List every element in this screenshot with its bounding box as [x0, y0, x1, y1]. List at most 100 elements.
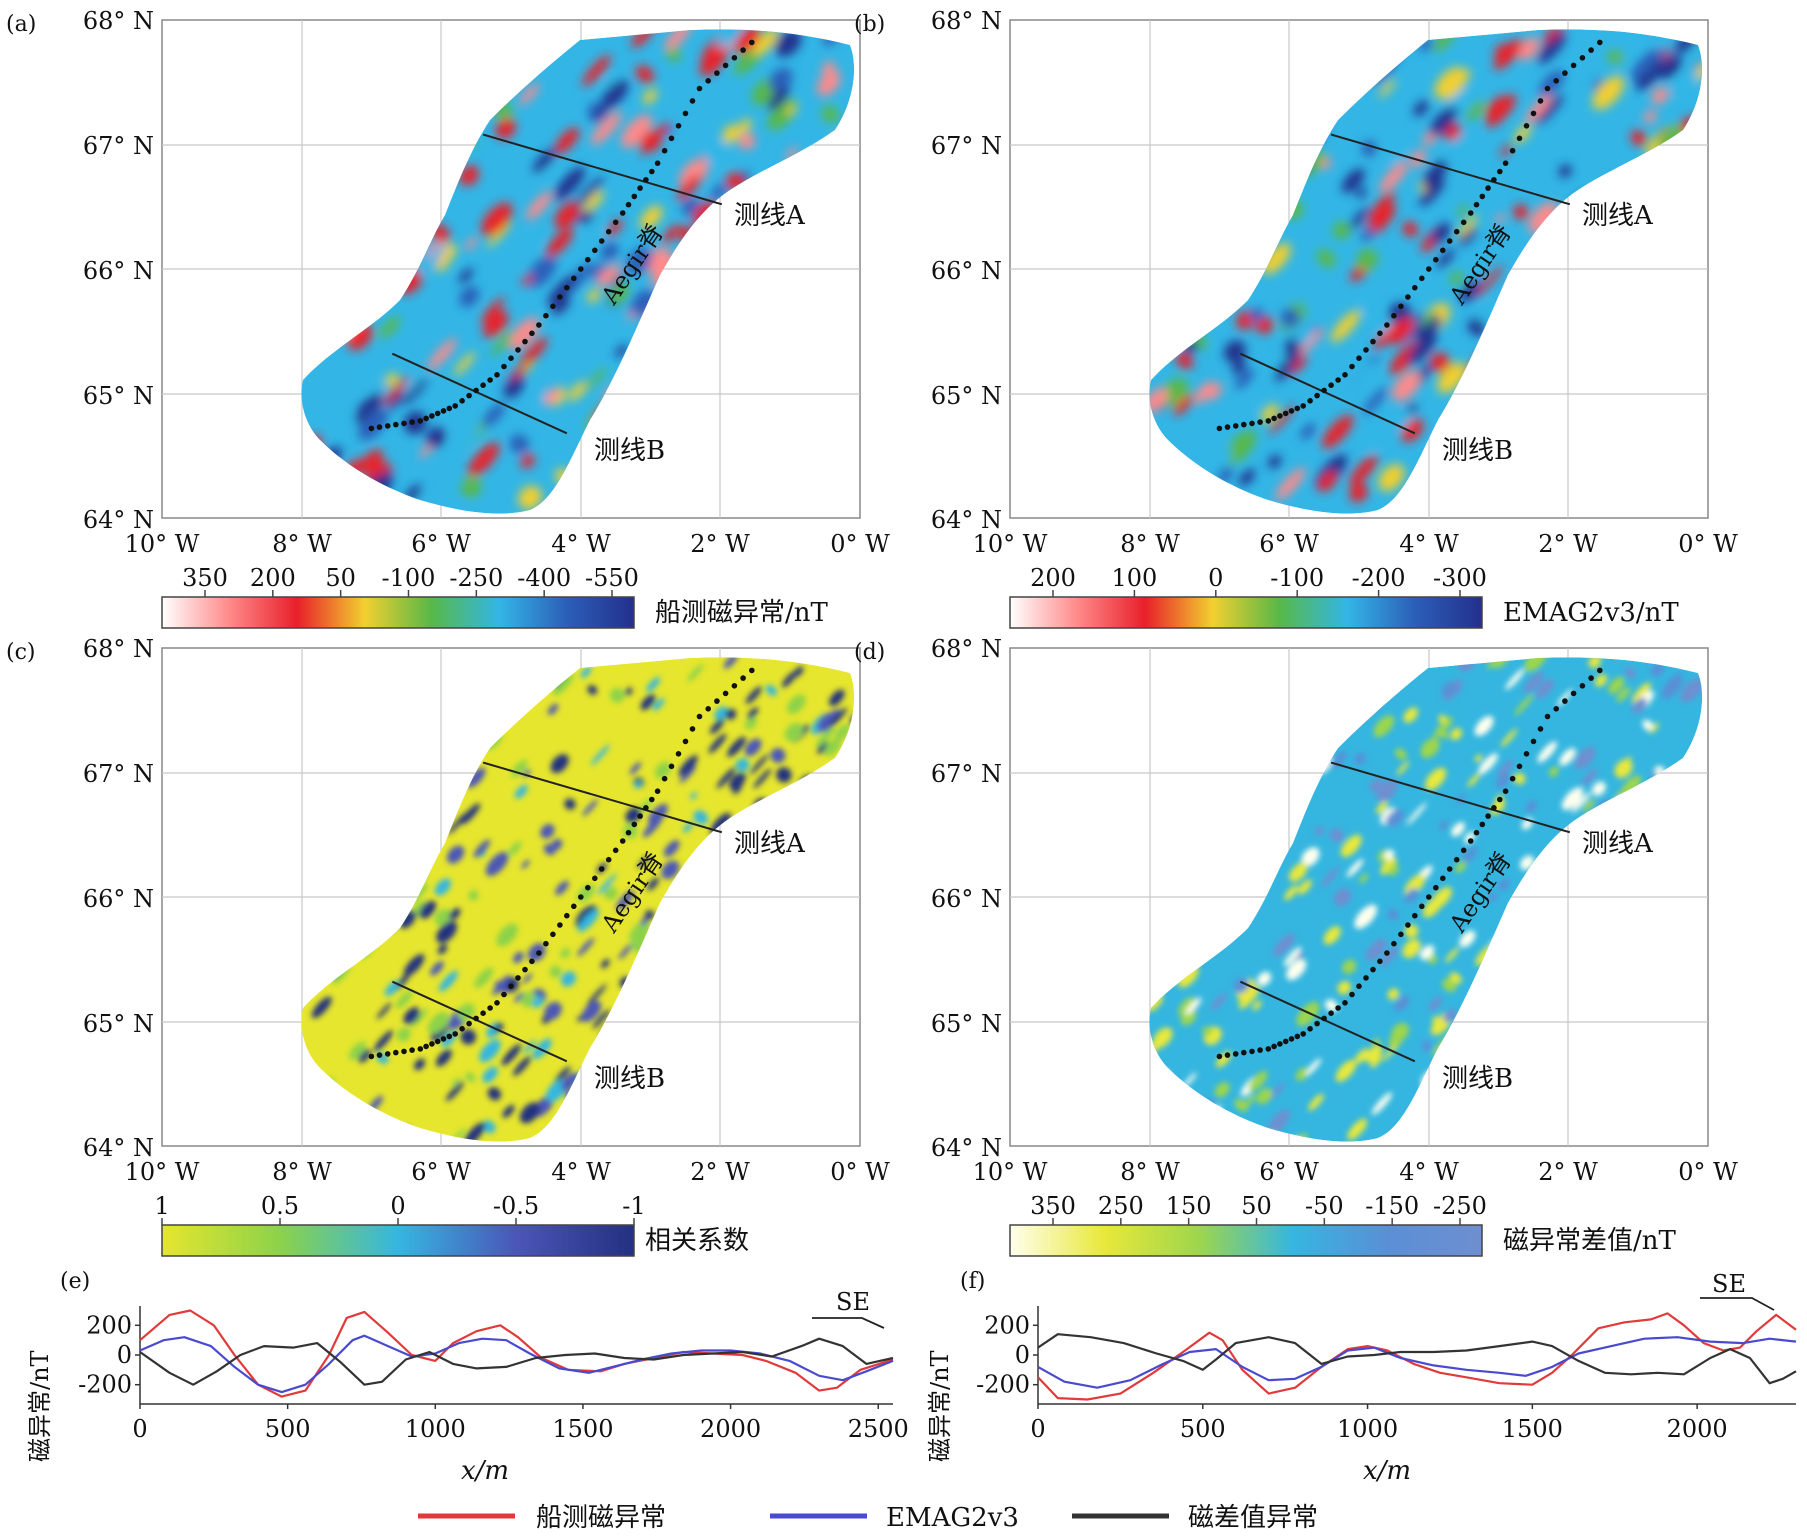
- ridge-axis-dot: [536, 950, 542, 956]
- ridge-axis-dot: [661, 147, 668, 154]
- anomaly-blob: [1455, 861, 1467, 873]
- lon-tick-10w: 10° W: [973, 1158, 1048, 1186]
- lon-tick-6w: 6° W: [1259, 530, 1319, 558]
- anomaly-blob: [770, 748, 786, 763]
- ridge-axis-dot: [1294, 1033, 1301, 1040]
- anomaly-blob: [1607, 49, 1624, 66]
- anomaly-blob: [1474, 716, 1494, 736]
- ridge-axis-dot: [696, 713, 703, 720]
- anomaly-blob: [362, 376, 378, 393]
- anomaly-blob: [1431, 222, 1451, 244]
- anomaly-blob: [582, 799, 598, 817]
- lon-tick-2w: 2° W: [1538, 1158, 1598, 1186]
- anomaly-blob: [483, 310, 509, 338]
- anomaly-blob: [1298, 327, 1325, 356]
- anomaly-blob: [1387, 909, 1399, 920]
- anomaly-blob: [419, 900, 437, 919]
- panel-label: (f): [960, 1269, 985, 1294]
- panel-label: (d): [854, 640, 885, 665]
- anomaly-blob: [735, 758, 750, 772]
- ridge-axis-dot: [1419, 275, 1425, 282]
- lon-tick-0w: 0° W: [830, 530, 890, 558]
- colorbar-tick-label: 350: [182, 564, 228, 592]
- anomaly-blob: [521, 274, 533, 286]
- anomaly-blob: [479, 1039, 501, 1063]
- ridge-axis-dot: [1271, 415, 1277, 422]
- anomaly-blob: [519, 83, 540, 106]
- anomaly-blob: [1680, 678, 1703, 703]
- anomaly-blob: [635, 65, 655, 84]
- ridge-axis-dot: [494, 1000, 500, 1006]
- anomaly-blob: [568, 381, 587, 401]
- ridge-axis-dot: [1257, 419, 1263, 425]
- anomaly-blob: [710, 183, 728, 201]
- anomaly-blob: [519, 1102, 540, 1124]
- profile-panel-f: (f) 磁异常/nT SE x/m 2000-2000 500 1000 1500 20…: [926, 1269, 1797, 1486]
- ridge-axis-dot: [740, 47, 746, 53]
- ridge-axis-dot: [714, 698, 720, 704]
- map-panel-d: (d) 68° N 67° N 66° N 65° N 64° N 10° W …: [854, 635, 1738, 1257]
- ridge-axis-dot: [1537, 726, 1544, 732]
- anomaly-blob: [474, 967, 494, 988]
- ridge-axis-dot: [675, 751, 682, 757]
- anomaly-blob: [1413, 100, 1429, 117]
- anomaly-blob: [1420, 738, 1440, 758]
- anomaly-blob: [1152, 1027, 1173, 1049]
- anomaly-blob: [1238, 468, 1256, 486]
- anomaly-blob: [745, 686, 762, 705]
- anomaly-blob: [404, 376, 421, 394]
- y-tick-label: 0: [1015, 1341, 1030, 1369]
- anomaly-blob: [738, 132, 756, 150]
- anomaly-blob: [678, 755, 698, 777]
- ridge-axis-dot: [1562, 698, 1568, 704]
- ridge-axis-dot: [1265, 1046, 1272, 1052]
- y-axis-label: 磁异常/nT: [926, 1350, 954, 1462]
- anomaly-blob: [1561, 787, 1584, 811]
- lat-tick-68: 68° N: [83, 635, 154, 663]
- anomaly-blob: [546, 227, 574, 258]
- ridge-axis-dot: [1597, 667, 1603, 674]
- anomaly-blob: [687, 663, 704, 682]
- anomaly-blob: [555, 880, 569, 896]
- ridge-axis-dot: [1288, 1036, 1295, 1042]
- anomaly-blob: [677, 174, 701, 201]
- anomaly-blob: [446, 845, 465, 864]
- anomaly-blob: [1421, 1041, 1432, 1052]
- anomaly-blob: [786, 147, 798, 161]
- anomaly-blob: [1435, 726, 1449, 739]
- anomaly-blob: [1355, 1048, 1369, 1064]
- colorbar-tick-label: 350: [1030, 1192, 1076, 1220]
- ridge-axis-dot: [1288, 408, 1295, 414]
- colorbar-tick-label: 200: [1030, 564, 1076, 592]
- anomaly-blob: [494, 981, 508, 994]
- colorbar-tick-label: -1: [622, 1192, 645, 1220]
- anomaly-blob: [1430, 352, 1450, 373]
- anomaly-blob: [560, 971, 577, 987]
- profile-line-a: [482, 761, 723, 834]
- profile-line-b: [391, 980, 568, 1063]
- anomaly-blob: [358, 408, 388, 441]
- ridge-axis-dot: [434, 1038, 441, 1045]
- map-panel-a: (a) 68° N 67° N 66° N 65° N 64° N 10° W …: [6, 7, 890, 629]
- ridge-axis-dot: [592, 875, 598, 882]
- colorbar-label: 船测磁异常/nT: [655, 598, 829, 628]
- anomaly-blob: [458, 267, 474, 284]
- ridge-axis-dot: [643, 805, 649, 811]
- anomaly-blob: [473, 839, 491, 858]
- colorbar-tick-label: 150: [1166, 1192, 1212, 1220]
- ridge-axis-dot: [1453, 228, 1460, 235]
- anomaly-blob: [1378, 464, 1405, 492]
- anomaly-blob: [577, 909, 600, 933]
- anomaly-blob: [1252, 1000, 1262, 1011]
- anomaly-blob: [1257, 971, 1272, 986]
- anomaly-blob: [1513, 204, 1529, 220]
- anomaly-blob: [1379, 161, 1408, 193]
- anomaly-blob: [430, 961, 444, 976]
- ridge-axis-dot: [637, 185, 643, 191]
- map-panel-b: (b) 68° N 67° N 66° N 65° N 64° N 10° W …: [854, 7, 1738, 629]
- anomaly-blob: [487, 1087, 502, 1101]
- anomaly-blob: [1349, 483, 1368, 503]
- ridge-axis-dot: [731, 55, 738, 61]
- anomaly-blob: [679, 765, 697, 784]
- anomaly-blob: [1354, 753, 1366, 765]
